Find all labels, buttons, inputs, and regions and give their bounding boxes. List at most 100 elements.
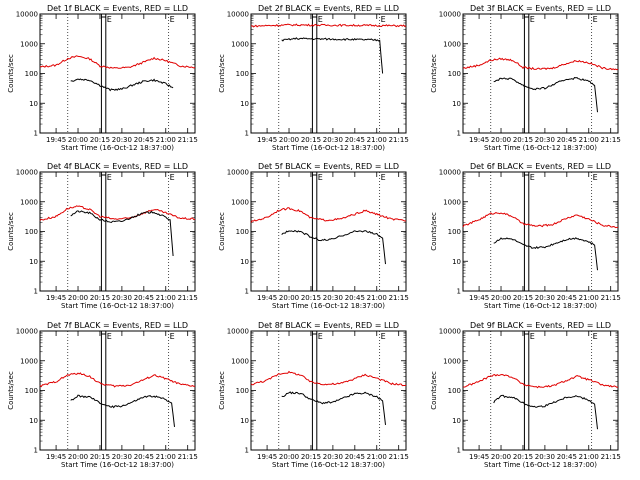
detector-panel-6: Det 6f BLACK = Events, RED = LLD 1 10 100 10… — [430, 162, 621, 310]
y-axis: 1 10 100 1000 10000 — [16, 328, 195, 455]
x-tick-label: 20:00 — [279, 453, 299, 461]
plot-frame — [462, 171, 619, 292]
y-tick-label: 10000 — [227, 169, 249, 177]
x-tick-label: 20:00 — [68, 453, 88, 461]
x-tick-label: 20:45 — [134, 294, 154, 302]
x-tick-label: 20:30 — [112, 453, 132, 461]
x-tick-label: 20:30 — [535, 453, 555, 461]
panel-title: Det 9f BLACK = Events, RED = LLD — [470, 321, 611, 330]
detector-panel-4: Det 4f BLACK = Events, RED = LLD 1 10 100 10… — [7, 162, 198, 310]
x-axis: 19:45 20:00 20:15 20:30 20:45 21:00 21:15 — [469, 331, 621, 461]
y-tick-label: 10000 — [439, 169, 461, 177]
events-series-line — [281, 37, 384, 74]
x-tick-label: 21:00 — [156, 453, 176, 461]
x-tick-label: 21:00 — [367, 294, 387, 302]
end-marker-label: E — [593, 15, 598, 24]
y-tick-label: 10000 — [227, 328, 249, 336]
events-series-line — [493, 237, 598, 271]
x-tick-label: 20:30 — [112, 294, 132, 302]
x-tick-label: 20:45 — [345, 294, 365, 302]
y-tick-label: 10 — [240, 258, 249, 266]
y-tick-label: 10000 — [16, 11, 38, 19]
x-tick-label: 20:15 — [301, 294, 321, 302]
y-axis-label: Counts/sec — [218, 212, 226, 251]
y-tick-label: 1000 — [231, 357, 249, 365]
end-marker-label: E — [170, 332, 175, 341]
y-tick-label: 1 — [457, 130, 461, 138]
panel-title: Det 7f BLACK = Events, RED = LLD — [47, 321, 188, 330]
x-tick-label: 20:15 — [90, 136, 110, 144]
x-tick-label: 20:45 — [557, 453, 577, 461]
y-axis-label: Counts/sec — [7, 371, 15, 410]
y-axis: 1 10 100 1000 10000 — [16, 169, 195, 296]
y-tick-label: 10 — [29, 100, 38, 108]
x-tick-label: 21:15 — [389, 294, 409, 302]
events-series-line — [70, 394, 175, 427]
x-axis: 19:45 20:00 20:15 20:30 20:45 21:00 21:15 — [257, 172, 409, 302]
x-axis-label: Start Time (16-Oct-12 18:37:00) — [61, 144, 174, 152]
y-axis-label: Counts/sec — [430, 371, 438, 410]
x-tick-label: 19:45 — [46, 294, 66, 302]
y-tick-label: 1 — [245, 288, 249, 296]
y-tick-label: 1 — [245, 447, 249, 455]
y-axis-label: Counts/sec — [430, 54, 438, 93]
x-tick-label: 20:45 — [557, 136, 577, 144]
x-tick-label: 20:00 — [68, 294, 88, 302]
x-tick-label: 20:15 — [90, 294, 110, 302]
x-tick-label: 20:15 — [90, 453, 110, 461]
y-tick-label: 1000 — [443, 357, 461, 365]
panel-title: Det 3f BLACK = Events, RED = LLD — [470, 4, 611, 13]
end-marker-label: E — [107, 15, 112, 24]
x-tick-label: 20:30 — [535, 294, 555, 302]
x-tick-label: 21:00 — [367, 136, 387, 144]
plot-frame — [250, 13, 407, 134]
x-tick-label: 21:00 — [579, 136, 599, 144]
y-tick-label: 1000 — [20, 40, 38, 48]
lld-series-line — [39, 55, 196, 69]
end-marker-label: E — [170, 173, 175, 182]
y-tick-label: 10 — [452, 100, 461, 108]
y-tick-label: 1000 — [231, 40, 249, 48]
x-tick-label: 19:45 — [257, 453, 277, 461]
x-tick-label: 20:30 — [323, 294, 343, 302]
x-tick-label: 21:00 — [156, 294, 176, 302]
x-tick-label: 20:15 — [513, 453, 533, 461]
panel-title: Det 5f BLACK = Events, RED = LLD — [258, 162, 399, 171]
y-axis: 1 10 100 1000 10000 — [439, 169, 618, 296]
y-axis: 1 10 100 1000 10000 — [439, 11, 618, 138]
y-tick-label: 1 — [457, 288, 461, 296]
x-tick-label: 21:15 — [601, 136, 621, 144]
x-tick-label: 20:45 — [345, 453, 365, 461]
end-marker-label: E — [530, 15, 535, 24]
y-tick-label: 100 — [236, 387, 249, 395]
events-series-line — [281, 229, 386, 265]
x-tick-label: 21:15 — [178, 136, 198, 144]
x-axis-label: Start Time (16-Oct-12 18:37:00) — [484, 461, 597, 469]
y-tick-label: 10000 — [16, 328, 38, 336]
y-tick-label: 1000 — [443, 40, 461, 48]
x-tick-label: 19:45 — [469, 136, 489, 144]
x-tick-label: 20:00 — [491, 453, 511, 461]
end-marker-label: E — [170, 15, 175, 24]
x-tick-label: 20:15 — [513, 294, 533, 302]
x-axis-label: Start Time (16-Oct-12 18:37:00) — [61, 302, 174, 310]
detector-panel-1: Det 1f BLACK = Events, RED = LLD 1 10 100 10… — [7, 4, 198, 152]
x-axis: 19:45 20:00 20:15 20:30 20:45 21:00 21:15 — [46, 14, 198, 144]
y-tick-label: 1 — [457, 447, 461, 455]
x-tick-label: 21:15 — [178, 453, 198, 461]
y-tick-label: 100 — [25, 70, 38, 78]
y-axis-label: Counts/sec — [218, 54, 226, 93]
y-tick-label: 100 — [236, 228, 249, 236]
plot-frame — [462, 330, 619, 451]
x-axis-label: Start Time (16-Oct-12 18:37:00) — [61, 461, 174, 469]
y-tick-label: 1000 — [231, 198, 249, 206]
x-axis-label: Start Time (16-Oct-12 18:37:00) — [272, 144, 385, 152]
x-tick-label: 21:00 — [367, 453, 387, 461]
end-marker-label: E — [530, 173, 535, 182]
lld-series-line — [462, 373, 619, 389]
events-series-line — [493, 394, 598, 430]
detector-panel-7: Det 7f BLACK = Events, RED = LLD 1 10 100 10… — [7, 321, 198, 469]
y-tick-label: 10000 — [227, 11, 249, 19]
x-axis: 19:45 20:00 20:15 20:30 20:45 21:00 21:15 — [46, 172, 198, 302]
